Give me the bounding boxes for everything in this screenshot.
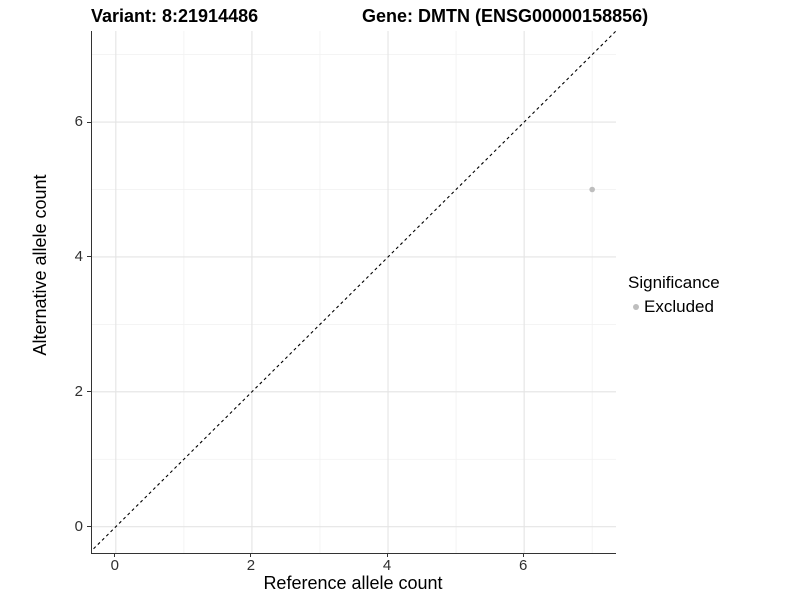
legend-key xyxy=(628,304,644,310)
x-tick-label: 0 xyxy=(110,557,119,574)
legend-item-label: Excluded xyxy=(644,297,714,316)
y-axis-tick xyxy=(87,526,91,528)
legend-title: Significance xyxy=(628,273,720,292)
y-tick-label: 4 xyxy=(74,247,83,265)
legend-item-excluded: Excluded xyxy=(628,297,720,317)
y-tick-label: 6 xyxy=(74,113,83,131)
x-axis-tick xyxy=(522,553,524,557)
plot-title-gene: Gene: DMTN (ENSG00000158856) xyxy=(362,6,649,26)
x-axis-tick xyxy=(386,553,388,557)
y-axis-tick xyxy=(87,121,91,123)
plot-panel xyxy=(91,31,616,554)
legend-point-icon xyxy=(633,304,639,310)
y-tick-label: 0 xyxy=(74,517,83,535)
y-axis-tick xyxy=(87,391,91,393)
y-tick-label: 2 xyxy=(74,382,83,400)
data-point xyxy=(589,186,595,193)
plot-title-variant: Variant: 8:21914486 xyxy=(91,6,259,26)
y-axis-tick xyxy=(87,256,91,258)
legend: Significance Excluded xyxy=(628,273,720,317)
x-tick-label: 2 xyxy=(246,557,256,574)
y-axis-title: Alternative allele count xyxy=(30,174,50,356)
x-tick-label: 4 xyxy=(382,557,392,574)
plot-area-svg xyxy=(92,31,616,553)
x-tick-label: 6 xyxy=(518,557,528,574)
x-axis-tick xyxy=(250,553,252,557)
x-axis-tick xyxy=(114,553,116,557)
x-axis-title: Reference allele count xyxy=(263,573,443,593)
identity-reference-line xyxy=(92,31,616,552)
